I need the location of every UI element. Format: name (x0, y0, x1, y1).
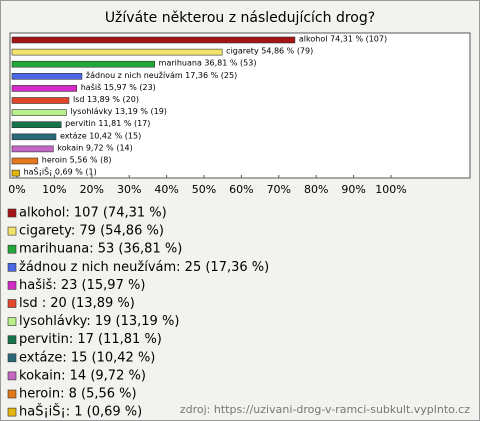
legend-label: lsd : 20 (13,89 %) (19, 296, 135, 311)
legend-label: haŠ¡iŠ¡: 1 (0,69 %) (19, 404, 142, 420)
legend-label: lysohlávky: 19 (13,19 %) (19, 314, 179, 329)
chart-title: Užíváte některou z následujících drog? (105, 10, 375, 26)
x-tick-label: 100% (375, 183, 406, 196)
x-tick-label: 0% (8, 183, 25, 196)
legend-label: žádnou z nich neužívám: 25 (17,36 %) (19, 260, 269, 275)
x-tick-label: 70% (267, 183, 291, 196)
bar (11, 97, 70, 104)
bar-label: marihuana 36,81 % (53) (159, 59, 257, 68)
legend-swatch (7, 353, 17, 363)
x-tick-label: 40% (154, 183, 178, 196)
legend-swatch (7, 371, 17, 381)
legend-label: pervitin: 17 (11,81 %) (19, 332, 162, 347)
plot-area (9, 32, 471, 179)
legend-swatch (7, 244, 17, 254)
bar-label: pervitin 11,81 % (17) (65, 119, 150, 128)
legend-swatch (7, 335, 17, 345)
bar-label: lysohlávky 13,19 % (19) (70, 107, 167, 116)
legend-label: hašiš: 23 (15,97 %) (19, 278, 145, 293)
bar-label: haŠ¡iŠ¡ 0,69 % (1) (24, 166, 97, 177)
bar (11, 60, 155, 68)
bar-label: lsd 13,89 % (20) (73, 95, 139, 104)
bar-label: cigarety 54,86 % (79) (226, 47, 313, 56)
legend-swatch (7, 281, 17, 290)
legend-swatch (7, 208, 17, 218)
legend-label: marihuana: 53 (36,81 %) (19, 242, 182, 257)
bar (11, 85, 78, 92)
x-tick-label: 10% (42, 183, 66, 196)
x-tick-label: 90% (341, 183, 365, 196)
bar-label: extáze 10,42 % (15) (60, 131, 141, 140)
bar (11, 169, 20, 177)
bar (11, 121, 62, 128)
bar (11, 145, 54, 153)
x-tick-label: 50% (192, 183, 216, 196)
legend-swatch (7, 317, 17, 326)
bar (11, 109, 67, 116)
bar-label: kokain 9,72 % (14) (57, 143, 132, 152)
x-tick-label: 60% (229, 183, 253, 196)
legend-label: heroin: 8 (5,56 %) (19, 387, 137, 402)
bar (11, 133, 57, 141)
legend-label: alkohol: 107 (74,31 %) (19, 206, 167, 221)
bar (11, 73, 83, 80)
x-tick-label: 20% (80, 183, 104, 196)
x-tick-label: 30% (117, 183, 141, 196)
legend-swatch (7, 226, 17, 236)
bar (11, 48, 223, 56)
bar (11, 36, 296, 44)
bar-label: žádnou z nich neužívám 17,36 % (25) (86, 71, 237, 80)
legend-swatch (7, 389, 17, 399)
legend-swatch (7, 407, 17, 417)
bar-label: heroin 5,56 % (8) (42, 156, 112, 165)
source: zdroj: https://uzivani-drog-v-ramci-subk… (180, 403, 470, 416)
bar-label: alkohol 74,31 % (107) (299, 35, 387, 44)
x-tick-label: 80% (304, 183, 328, 196)
legend-label: cigarety: 79 (54,86 %) (19, 224, 164, 239)
legend-swatch (7, 299, 17, 308)
legend-label: kokain: 14 (9,72 %) (19, 368, 146, 383)
legend-label: extáze: 15 (10,42 %) (19, 350, 155, 365)
legend-swatch (7, 262, 17, 272)
bar (11, 157, 39, 165)
bar-label: hašiš 15,97 % (23) (81, 82, 156, 92)
